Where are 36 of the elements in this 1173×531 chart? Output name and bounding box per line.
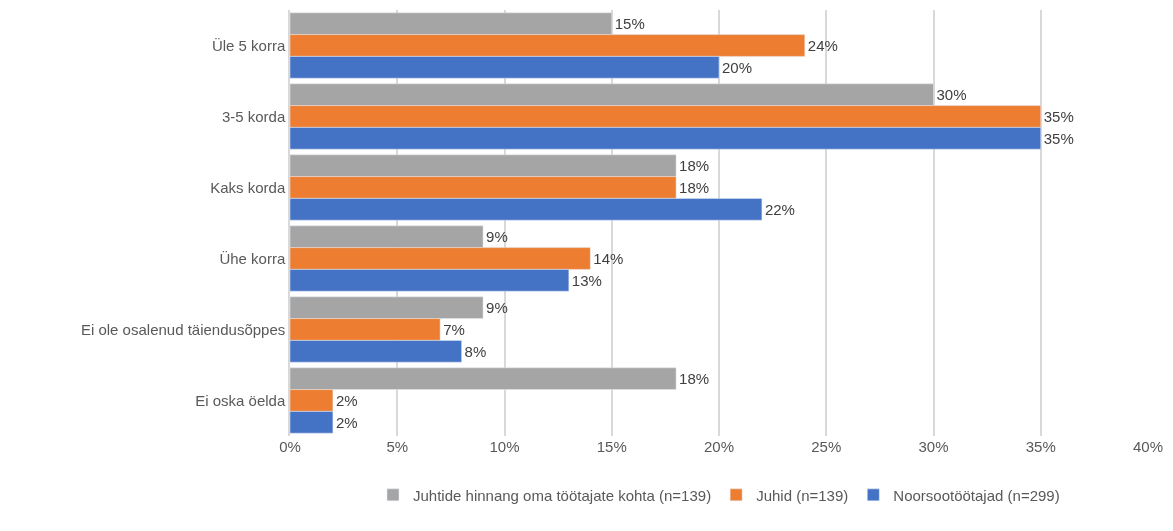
y-tick-label: Ühe korra <box>219 249 286 267</box>
data-label: 13% <box>571 271 602 289</box>
data-label: 24% <box>807 37 838 54</box>
legend-label: Noorsootöötajad (n=299) <box>893 486 1060 504</box>
y-tick-label: 3-5 korda <box>221 107 286 125</box>
x-tick-label: 10% <box>489 438 520 455</box>
x-tick-label: 20% <box>703 438 735 455</box>
y-tick-label: Ei oska öelda <box>195 391 286 409</box>
data-label: 9% <box>486 228 508 246</box>
x-tick-label: 5% <box>386 438 409 455</box>
data-label: 22% <box>764 200 795 218</box>
x-tick-label: 40% <box>1132 438 1164 455</box>
x-tick-label: 35% <box>1025 438 1056 455</box>
y-tick-label: Üle 5 korra <box>211 36 286 54</box>
y-tick-label: Kaks korda <box>210 178 286 196</box>
data-label: 35% <box>1043 129 1074 147</box>
data-label: 30% <box>936 86 967 104</box>
legend-label: Juhid (n=139) <box>756 486 849 504</box>
x-tick-label: 15% <box>596 438 627 455</box>
data-label: 7% <box>443 321 465 338</box>
data-label: 2% <box>335 413 358 431</box>
legend-label: Juhtide hinnang oma töötajate kohta (n=139) <box>413 486 712 504</box>
data-label: 15% <box>614 15 645 33</box>
y-tick-label: Ei ole osalenud täiendusõppes <box>80 320 286 338</box>
data-label: 20% <box>722 58 753 76</box>
data-label: 35% <box>1043 108 1074 125</box>
x-tick-label: 0% <box>279 438 301 455</box>
data-label: 14% <box>593 250 624 267</box>
data-label: 9% <box>486 299 508 317</box>
x-tick-label: 30% <box>918 438 949 455</box>
data-label: 18% <box>679 179 710 196</box>
data-label: 2% <box>335 392 358 409</box>
x-tick-label: 25% <box>811 438 842 455</box>
data-label: 8% <box>464 342 487 360</box>
data-label: 18% <box>679 157 710 175</box>
data-label: 18% <box>679 370 710 388</box>
